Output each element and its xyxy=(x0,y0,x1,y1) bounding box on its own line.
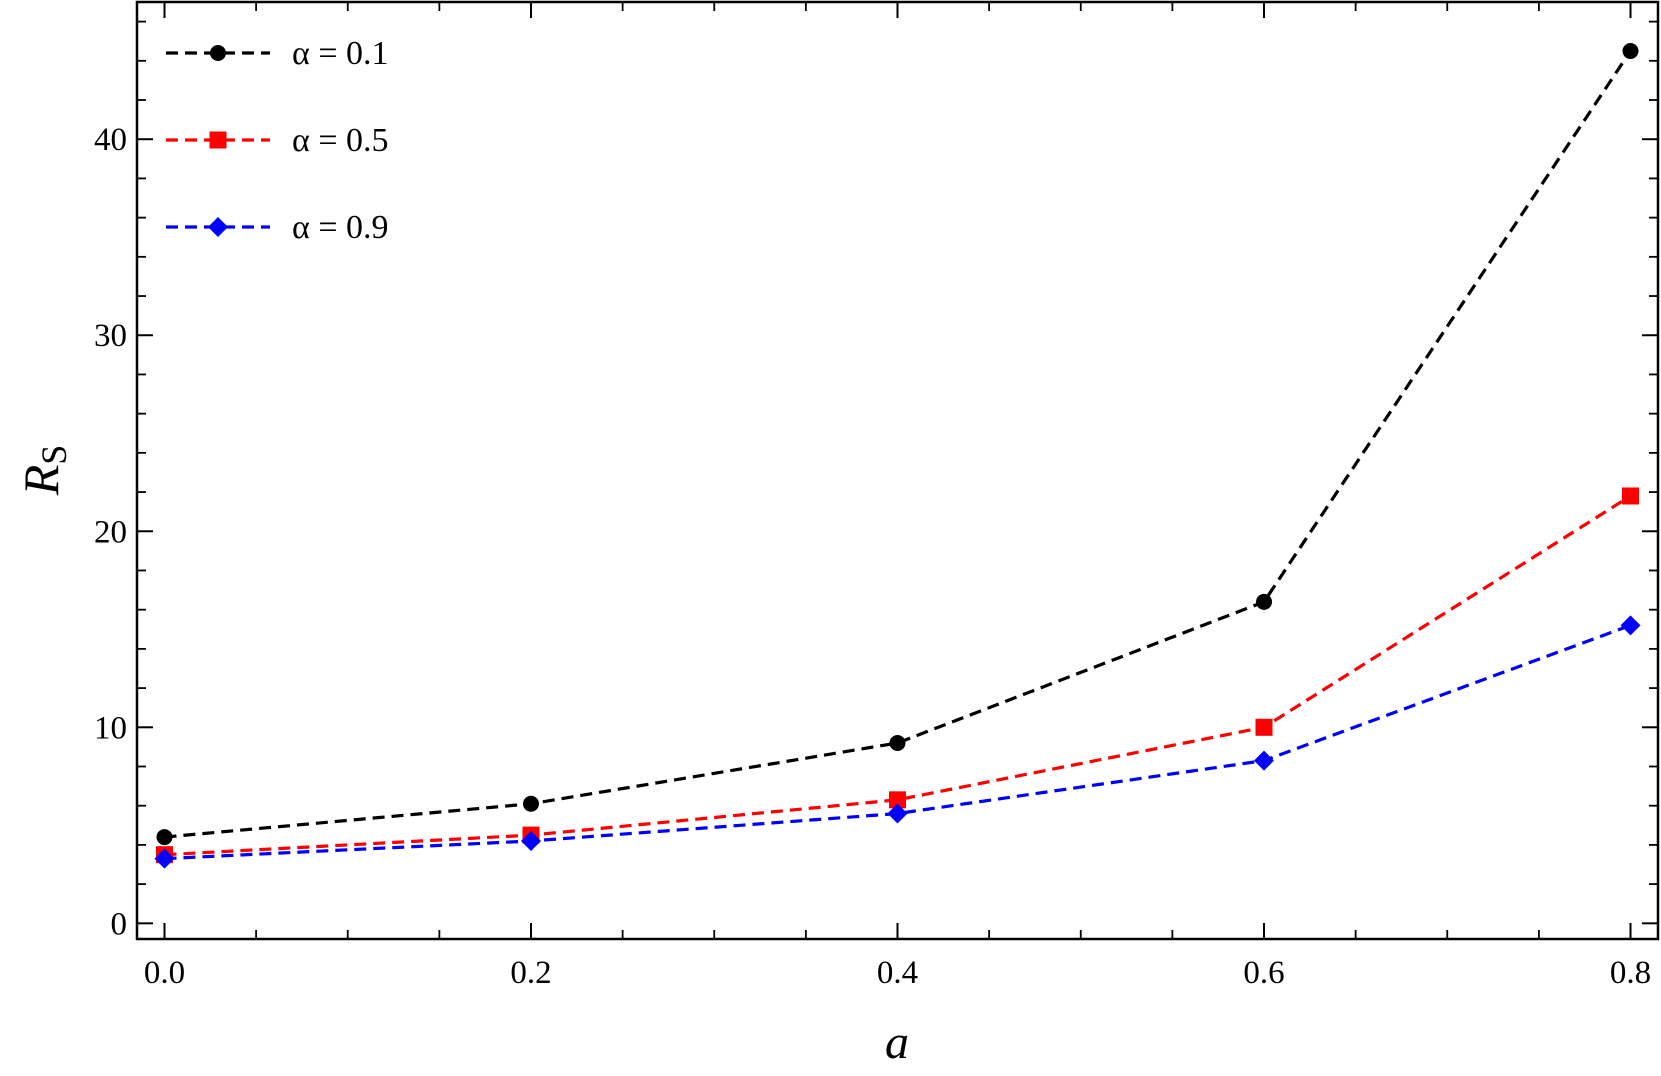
series-3 xyxy=(154,615,1641,869)
data-point xyxy=(522,795,539,812)
y-tick-label: 30 xyxy=(94,318,127,354)
legend-marker xyxy=(210,45,226,61)
data-point xyxy=(887,803,908,824)
legend: α = 0.1 α = 0.5 α = 0.9 xyxy=(166,35,389,246)
x-tick-label: 0.0 xyxy=(144,955,185,991)
legend-marker xyxy=(208,217,228,237)
series-line xyxy=(164,50,1632,839)
y-tick-label: 10 xyxy=(94,710,127,746)
data-point xyxy=(1254,750,1275,771)
data-point xyxy=(1622,487,1640,505)
x-tick-label: 0.6 xyxy=(1243,955,1284,991)
x-tick-label: 0.2 xyxy=(510,955,551,991)
data-point xyxy=(889,734,906,751)
data-point xyxy=(889,791,906,809)
series-1 xyxy=(156,43,1639,846)
x-axis-title: a xyxy=(885,1016,909,1069)
y-tick-label: 40 xyxy=(94,122,127,158)
legend-label: α = 0.1 xyxy=(292,35,389,72)
legend-entry: α = 0.9 xyxy=(166,209,389,246)
legend-marker xyxy=(209,131,227,149)
tick-labels: 0.0 0.2 0.4 0.6 0.8 0 10 20 30 40 xyxy=(94,122,1651,991)
data-point xyxy=(1620,615,1641,636)
data-point xyxy=(1255,718,1273,736)
data-point xyxy=(520,830,541,851)
legend-entry: α = 0.5 xyxy=(166,122,389,159)
major-ticks xyxy=(137,2,1658,939)
x-tick-label: 0.4 xyxy=(877,955,918,991)
series-layer xyxy=(154,43,1641,869)
data-point xyxy=(156,829,173,846)
y-axis-title: RS xyxy=(13,445,74,497)
x-tick-label: 0.8 xyxy=(1610,955,1651,991)
legend-entry: α = 0.1 xyxy=(166,35,389,72)
legend-label: α = 0.9 xyxy=(292,209,389,246)
y-tick-label: 20 xyxy=(94,514,127,550)
y-tick-label: 0 xyxy=(111,906,128,942)
data-point xyxy=(1622,43,1639,60)
legend-label: α = 0.5 xyxy=(292,122,389,159)
svg-text:RS: RS xyxy=(13,445,74,497)
data-point xyxy=(154,848,175,869)
data-point xyxy=(1256,593,1273,610)
minor-ticks xyxy=(137,2,1658,939)
